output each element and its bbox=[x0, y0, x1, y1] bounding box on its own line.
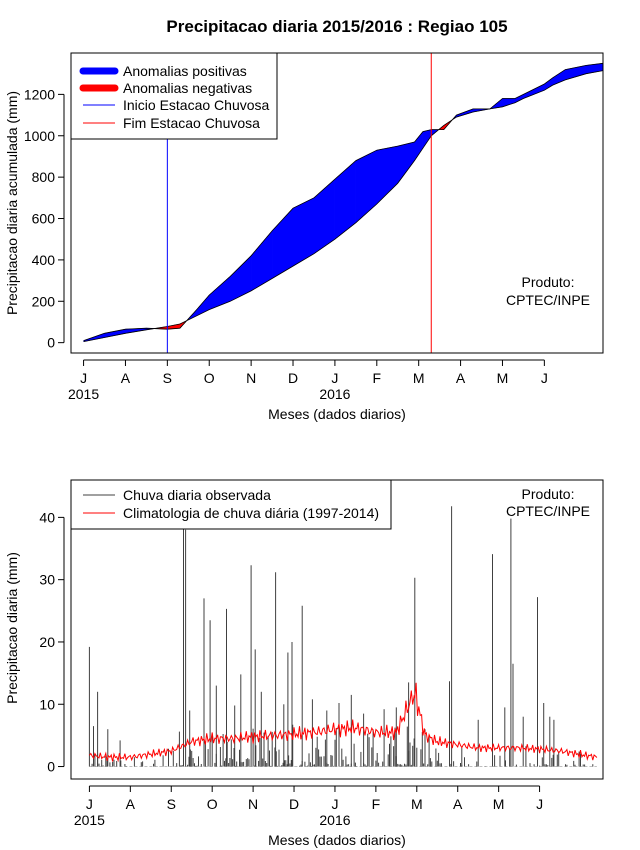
bottom-y-axis-label: Precipitacao diaria (mm) bbox=[4, 552, 20, 704]
chart-title: Precipitacao diaria 2015/2016 : Regiao 1… bbox=[166, 17, 507, 36]
top-legend: Anomalias positivas Anomalias negativas … bbox=[70, 52, 278, 140]
x-tick-label: J bbox=[331, 796, 338, 812]
climatology-line bbox=[89, 682, 598, 763]
y-tick-label: 10 bbox=[39, 696, 55, 712]
bottom-legend-box bbox=[70, 479, 392, 530]
x-tick-label: D bbox=[289, 796, 299, 812]
y-tick-label: 1000 bbox=[24, 128, 55, 144]
y-tick-label: 40 bbox=[39, 509, 55, 525]
year-label: 2016 bbox=[319, 386, 350, 402]
y-tick-label: 800 bbox=[32, 169, 56, 185]
x-tick-label: S bbox=[163, 370, 172, 386]
positive-anomaly-area bbox=[544, 77, 553, 91]
x-tick-label: A bbox=[453, 796, 463, 812]
positive-anomaly-area bbox=[104, 328, 126, 338]
positive-anomaly-area bbox=[229, 255, 252, 302]
x-tick-label: O bbox=[207, 796, 218, 812]
legend-label-positive: Anomalias positivas bbox=[123, 63, 247, 79]
positive-anomaly-area bbox=[313, 178, 336, 255]
x-tick-label: M bbox=[411, 796, 423, 812]
top-y-axis-label: Precipitacao diaria acumulada (mm) bbox=[4, 91, 20, 315]
y-tick-label: 30 bbox=[39, 572, 55, 588]
positive-anomaly-area bbox=[250, 230, 273, 292]
top-plot-frame bbox=[70, 52, 604, 354]
year-label: 2015 bbox=[68, 386, 99, 402]
bottom-legend: Chuva diaria observada Climatologia de c… bbox=[70, 479, 392, 530]
y-tick-label: 400 bbox=[32, 252, 56, 268]
x-tick-label: N bbox=[246, 370, 256, 386]
positive-anomaly-area bbox=[397, 141, 415, 185]
top-annotation-line1: Produto: bbox=[522, 274, 575, 290]
x-tick-label: J bbox=[80, 370, 87, 386]
bottom-annotation-line1: Produto: bbox=[522, 486, 575, 502]
bottom-x-axis-label: Meses (dados diarios) bbox=[268, 832, 406, 848]
positive-anomaly-area bbox=[514, 93, 524, 104]
top-legend-box bbox=[70, 52, 278, 140]
legend-label-observed: Chuva diaria observada bbox=[123, 487, 271, 503]
x-tick-label: J bbox=[331, 370, 338, 386]
x-tick-label: O bbox=[204, 370, 215, 386]
observed-cumulative-line bbox=[83, 62, 604, 341]
observed-bars bbox=[88, 492, 594, 767]
top-annotation-line2: CPTEC/INPE bbox=[506, 292, 590, 308]
positive-anomaly-area bbox=[502, 98, 516, 108]
x-tick-label: J bbox=[86, 796, 93, 812]
positive-anomaly-area bbox=[414, 130, 424, 162]
y-tick-label: 0 bbox=[47, 335, 55, 351]
top-x-axis-label: Meses (dados diarios) bbox=[268, 406, 406, 422]
x-tick-label: A bbox=[456, 370, 466, 386]
bottom-annotation-line2: CPTEC/INPE bbox=[506, 503, 590, 519]
x-tick-label: M bbox=[493, 796, 505, 812]
legend-label-end: Fim Estacao Chuvosa bbox=[123, 115, 260, 131]
positive-anomaly-area bbox=[355, 149, 378, 224]
positive-anomaly-area bbox=[376, 145, 398, 205]
climatology-daily-line bbox=[89, 682, 598, 763]
year-label: 2015 bbox=[74, 812, 105, 828]
y-tick-label: 200 bbox=[32, 293, 56, 309]
positive-anomaly-area bbox=[422, 129, 432, 150]
y-tick-label: 20 bbox=[39, 634, 55, 650]
legend-label-climatology: Climatologia de chuva diária (1997-2014) bbox=[123, 505, 379, 521]
x-tick-label: A bbox=[126, 796, 136, 812]
y-tick-label: 0 bbox=[47, 759, 55, 775]
positive-anomaly-area bbox=[208, 275, 231, 310]
x-tick-label: J bbox=[541, 370, 548, 386]
legend-label-negative: Anomalias negativas bbox=[123, 80, 252, 96]
x-tick-label: F bbox=[372, 796, 381, 812]
x-tick-label: J bbox=[536, 796, 543, 812]
x-tick-label: F bbox=[373, 370, 382, 386]
y-tick-label: 1200 bbox=[24, 86, 55, 102]
climatology-cumulative-line bbox=[83, 70, 604, 342]
y-tick-label: 600 bbox=[32, 211, 56, 227]
legend-label-start: Inicio Estacao Chuvosa bbox=[123, 97, 270, 113]
x-tick-label: M bbox=[413, 370, 425, 386]
cumulative-lines bbox=[83, 62, 604, 342]
year-label: 2016 bbox=[319, 812, 350, 828]
positive-anomaly-area bbox=[334, 160, 357, 240]
x-tick-label: S bbox=[167, 796, 176, 812]
x-tick-label: M bbox=[497, 370, 509, 386]
x-tick-label: A bbox=[121, 370, 131, 386]
x-tick-label: N bbox=[248, 796, 258, 812]
x-tick-label: D bbox=[288, 370, 298, 386]
